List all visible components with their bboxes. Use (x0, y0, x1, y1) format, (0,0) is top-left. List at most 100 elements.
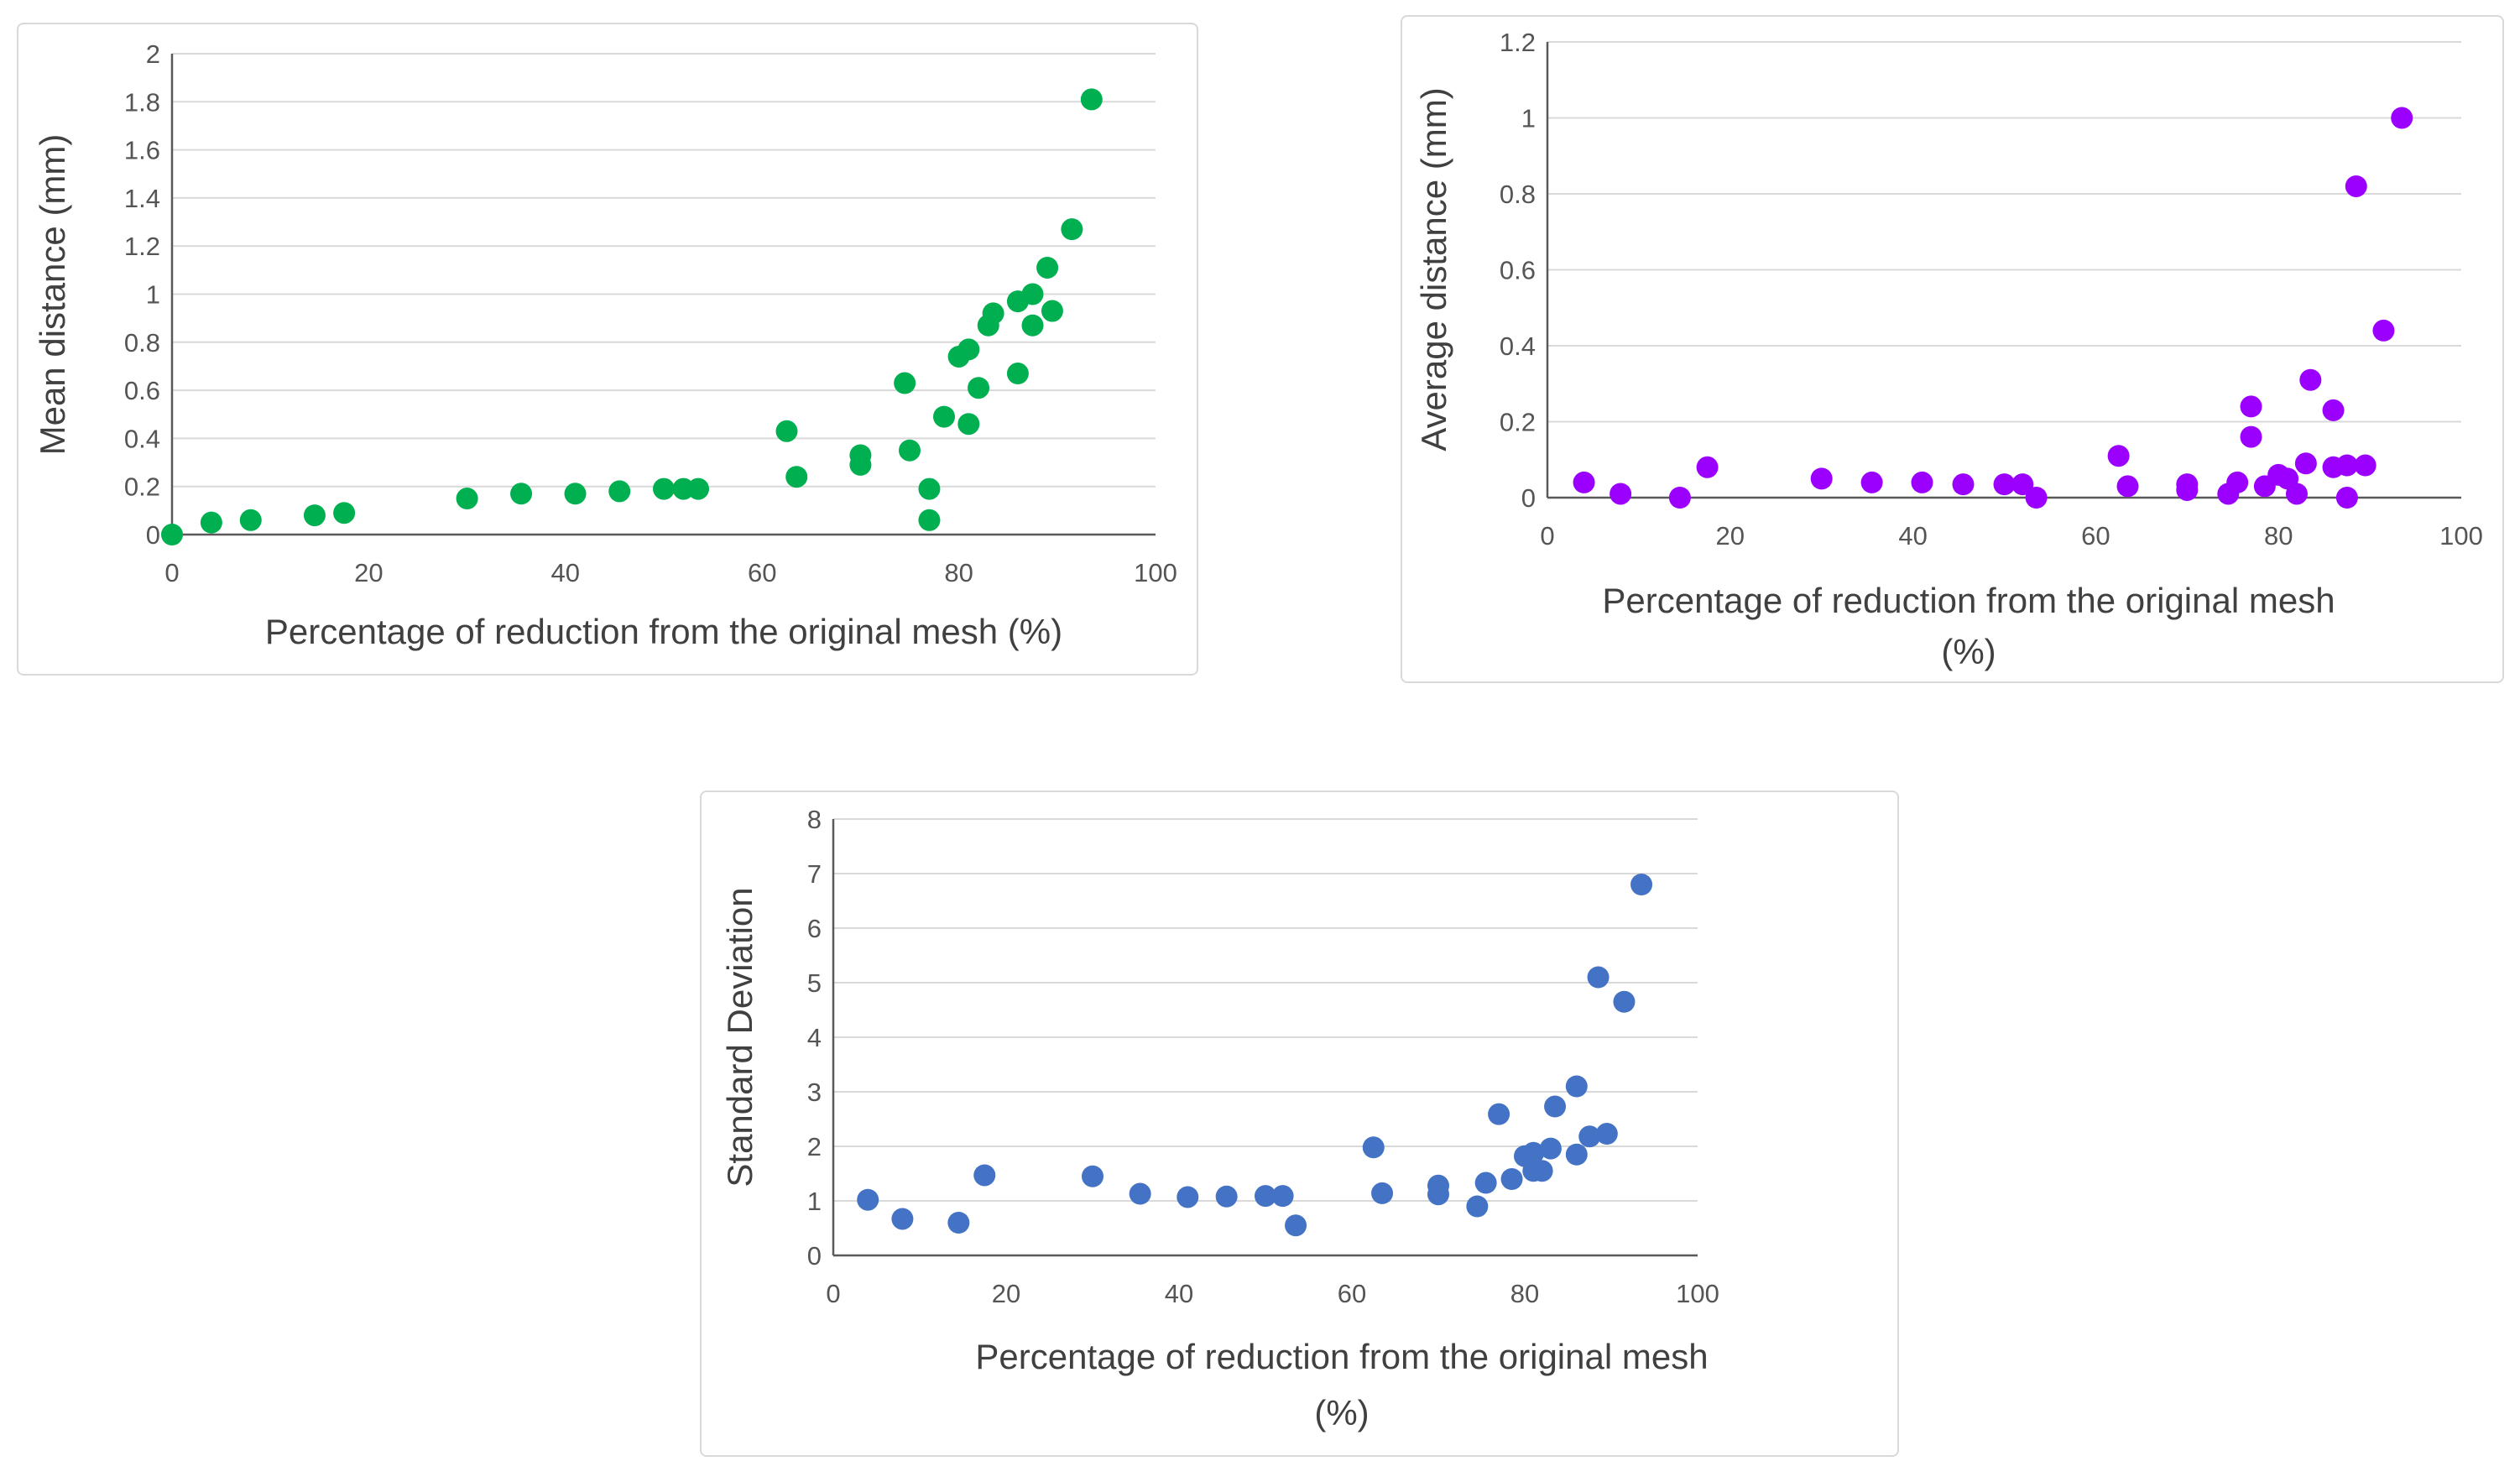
data-point (918, 477, 941, 500)
data-point (1810, 467, 1833, 490)
data-point (1587, 966, 1610, 989)
y-axis-title: Standard Deviation (720, 887, 759, 1187)
y-tick-label: 0 (146, 520, 160, 550)
y-axis-title: Mean distance (mm) (33, 134, 72, 456)
y-tick-label: 0.2 (1500, 408, 1536, 437)
data-point (456, 488, 478, 510)
y-tick-label: 1 (146, 280, 160, 310)
y-tick-label: 0.2 (124, 472, 160, 502)
y-tick-label: 1.8 (124, 87, 160, 117)
data-point (2226, 471, 2249, 493)
data-point (1215, 1185, 1238, 1208)
data-point (1021, 283, 1044, 305)
data-point (303, 504, 326, 527)
data-point (1255, 1185, 1276, 1208)
data-point (2345, 175, 2367, 197)
data-point (2107, 445, 2130, 467)
y-tick-label: 1 (1521, 104, 1536, 133)
data-point (1362, 1136, 1385, 1159)
data-point (2372, 319, 2395, 342)
data-point (2335, 487, 2358, 509)
data-point (1474, 1172, 1497, 1194)
data-point (564, 483, 587, 505)
data-point (1578, 1125, 1601, 1148)
x-tick-label: 40 (1898, 521, 1927, 551)
data-point (1613, 990, 1636, 1013)
data-point (2322, 399, 2345, 421)
data-point (1021, 314, 1044, 337)
data-point (2294, 452, 2317, 475)
y-tick-label: 1.2 (1500, 28, 1536, 57)
data-point (510, 483, 533, 505)
data-point (973, 1164, 996, 1187)
data-point (1610, 483, 1632, 505)
y-tick-label: 6 (807, 914, 822, 943)
data-point (608, 480, 631, 503)
x-tick-label: 20 (354, 558, 383, 587)
data-point (2335, 454, 2358, 477)
y-tick-label: 0 (1521, 483, 1536, 513)
data-point (1565, 1075, 1588, 1098)
data-point (1911, 471, 1933, 493)
data-point (1129, 1182, 1151, 1205)
data-point (1061, 218, 1083, 241)
data-point (849, 453, 872, 476)
data-point (1177, 1186, 1199, 1208)
data-point (918, 509, 941, 531)
x-axis-title: Percentage of reduction from the origina… (265, 612, 1062, 651)
x-tick-label: 20 (992, 1279, 1020, 1308)
data-point (1488, 1103, 1510, 1125)
data-point (161, 524, 183, 545)
data-point (968, 377, 990, 399)
y-tick-label: 0.6 (124, 376, 160, 405)
y-tick-label: 0.8 (124, 328, 160, 357)
y-tick-label: 0.4 (1500, 331, 1536, 361)
data-point (2176, 478, 2199, 501)
data-point (2011, 473, 2034, 496)
y-tick-label: 1 (807, 1187, 822, 1216)
data-point (1371, 1182, 1394, 1204)
x-tick-label: 100 (2439, 521, 2483, 551)
data-point (1595, 1123, 1618, 1145)
average-distance-chart-panel: 0 0.2 0.4 0.6 0.8 1 1.2 0 20 40 60 80 100 Average dis… (1401, 15, 2504, 683)
data-point (1466, 1195, 1489, 1218)
data-point (1565, 1143, 1588, 1166)
y-axis-title: Average distance (mm) (1414, 87, 1453, 451)
data-point (1500, 1168, 1523, 1190)
data-point (857, 1188, 879, 1211)
data-point (1696, 456, 1719, 478)
x-tick-label: 40 (1165, 1279, 1193, 1308)
y-tick-label: 0.8 (1500, 180, 1536, 209)
data-point (894, 372, 916, 394)
x-tick-label: 60 (2081, 521, 2110, 551)
data-point (957, 413, 980, 436)
data-point (1082, 1165, 1103, 1187)
data-point (1427, 1183, 1449, 1206)
data-point (1630, 874, 1653, 895)
data-point (891, 1208, 914, 1230)
y-tick-label: 1.2 (124, 232, 160, 261)
y-tick-label: 5 (807, 968, 822, 998)
data-point (1006, 363, 1029, 385)
x-axis-title: (%) (1941, 632, 1996, 671)
x-tick-label: 40 (551, 558, 580, 587)
x-tick-label: 60 (748, 558, 776, 587)
data-point (2025, 487, 2048, 509)
data-point (1531, 1160, 1553, 1182)
data-point (2240, 425, 2262, 448)
y-tick-label: 1.4 (124, 184, 160, 213)
data-point (1539, 1137, 1562, 1160)
data-point (2299, 368, 2322, 391)
x-tick-label: 80 (1510, 1279, 1539, 1308)
y-tick-label: 1.6 (124, 136, 160, 165)
data-point (899, 439, 921, 462)
data-point (2354, 454, 2377, 477)
x-tick-label: 20 (1716, 521, 1745, 551)
data-point (1993, 473, 2016, 496)
x-axis-title: (%) (1314, 1393, 1369, 1432)
x-axis-title: Percentage of reduction from the origina… (1602, 581, 2335, 620)
mean-distance-chart: 00.20.40.60.811.21.41.61.820 20 40 60 80 100M… (33, 39, 1177, 651)
data-point (2391, 107, 2413, 129)
y-tick-label: 4 (807, 1023, 822, 1052)
